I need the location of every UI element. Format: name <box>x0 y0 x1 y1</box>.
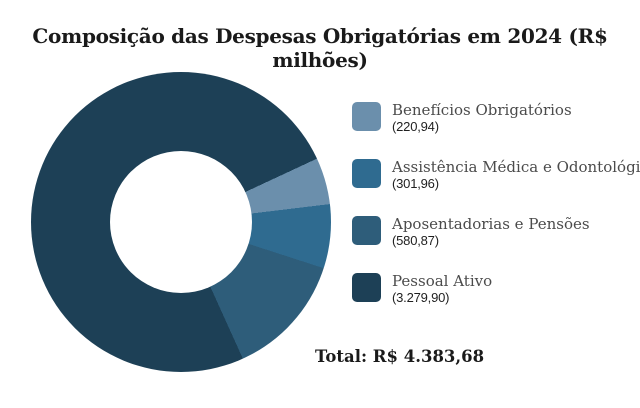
chart-legend: Benefícios Obrigatórios (220,94) Assistênc… <box>352 101 640 305</box>
chart-title: Composição das Despesas Obrigatórias em … <box>32 24 608 72</box>
legend-label: Benefícios Obrigatórios <box>392 101 572 119</box>
legend-swatch <box>352 102 381 131</box>
total-label: Total: R$ 4.383,68 <box>315 347 485 366</box>
legend-value: (220,94) <box>392 119 439 134</box>
legend-label: Pessoal Ativo <box>392 272 493 290</box>
legend-value: (3.279,90) <box>392 290 450 305</box>
legend-label: Aposentadorias e Pensões <box>392 215 590 233</box>
legend-swatch <box>352 159 381 188</box>
legend-item: Benefícios Obrigatórios (220,94) <box>352 101 640 134</box>
legend-value: (580,87) <box>392 233 439 248</box>
legend-label: Assistência Médica e Odontológica <box>392 158 640 176</box>
legend-value: (301,96) <box>392 176 439 191</box>
donut-chart <box>31 72 331 372</box>
legend-item: Pessoal Ativo (3.279,90) <box>352 272 640 305</box>
donut-hole <box>110 151 252 293</box>
legend-item: Aposentadorias e Pensões (580,87) <box>352 215 640 248</box>
legend-swatch <box>352 273 381 302</box>
legend-item: Assistência Médica e Odontológica (301,96… <box>352 158 640 191</box>
legend-swatch <box>352 216 381 245</box>
